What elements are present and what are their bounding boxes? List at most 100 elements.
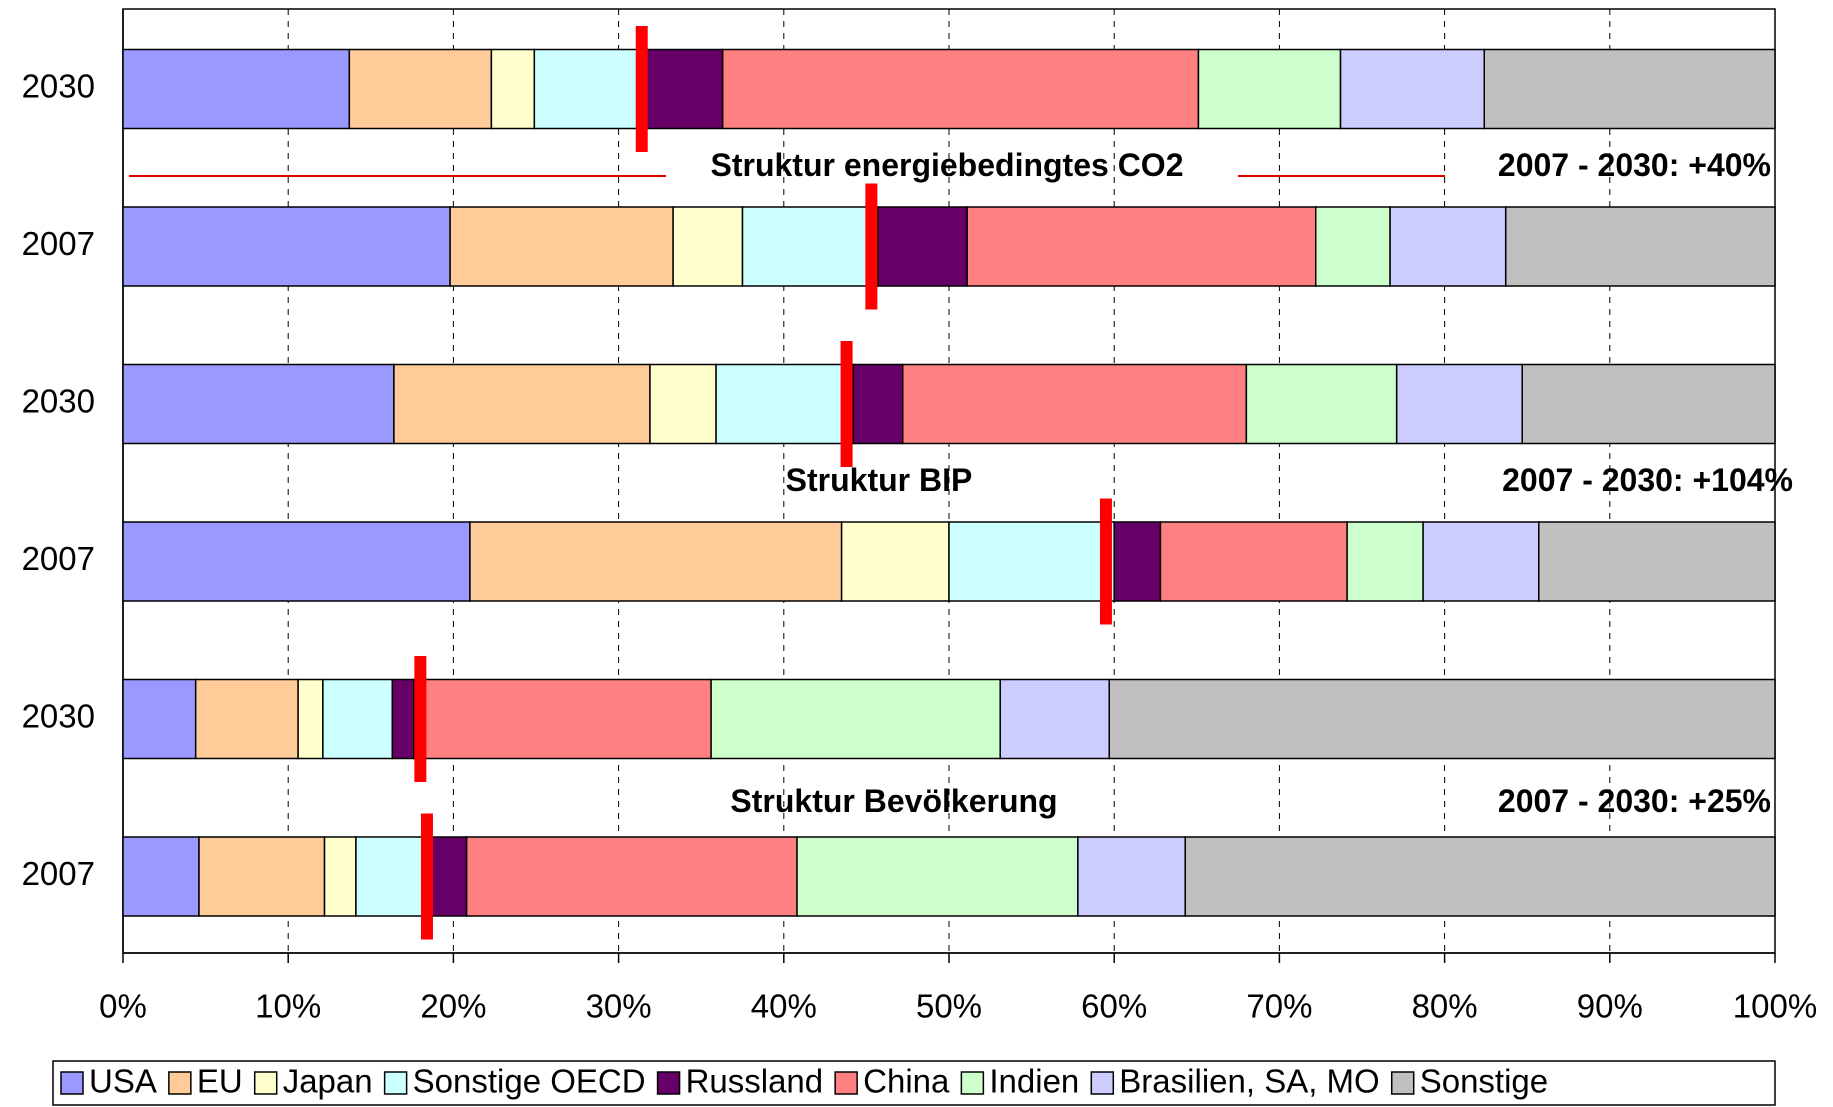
bar-segment	[122, 363, 395, 445]
bar-segment	[1483, 48, 1776, 130]
section-title: Struktur energiebedingtes CO2	[711, 147, 1184, 183]
bar-segment	[1184, 836, 1776, 917]
bar-segment	[1389, 206, 1507, 287]
bar-segment	[715, 363, 854, 445]
legend-label: Japan	[283, 1063, 373, 1100]
y-tick-label: 2007	[22, 225, 95, 262]
bar-segment	[122, 678, 197, 760]
bar-segment	[355, 836, 433, 917]
marker	[414, 656, 427, 782]
bar-segment	[948, 521, 1115, 602]
legend-swatch	[1090, 1071, 1115, 1095]
bar-segment	[796, 836, 1079, 917]
growth-label: 2007 - 2030: +25%	[1498, 783, 1771, 819]
legend-label: Indien	[989, 1063, 1079, 1100]
x-tick-label: 100%	[1733, 988, 1817, 1025]
bar-segment	[710, 678, 1001, 760]
bar-segment	[122, 48, 351, 130]
bar-segment	[966, 206, 1317, 287]
bar-segment	[198, 836, 326, 917]
x-tick-label: 50%	[916, 988, 982, 1025]
bar-segment	[1314, 206, 1391, 287]
bar-segment	[1077, 836, 1186, 917]
bar-segment	[672, 206, 744, 287]
legend-swatch	[383, 1071, 408, 1095]
y-tick-label: 2007	[22, 855, 95, 892]
bar-segment	[122, 521, 471, 602]
bar-segment	[1346, 521, 1424, 602]
section-title: Struktur BIP	[786, 462, 973, 498]
bar-segment	[413, 678, 712, 760]
bar-segment	[194, 678, 299, 760]
marker	[635, 26, 648, 152]
bar-segment	[1538, 521, 1776, 602]
bar-segment	[122, 836, 200, 917]
legend-label: Russland	[686, 1063, 824, 1100]
bar-segment	[348, 48, 493, 130]
legend-label: Sonstige	[1420, 1063, 1548, 1100]
bar-segment	[1521, 363, 1776, 445]
bar-segment	[999, 678, 1110, 760]
bar-segment	[644, 48, 724, 130]
bar-segment	[1245, 363, 1398, 445]
growth-label: 2007 - 2030: +104%	[1502, 462, 1793, 498]
x-tick-label: 0%	[99, 988, 147, 1025]
x-tick-label: 30%	[586, 988, 652, 1025]
marker	[1099, 498, 1112, 625]
bar-segment	[741, 206, 879, 287]
y-tick-label: 2007	[22, 540, 95, 577]
bar-segment	[1395, 363, 1523, 445]
marker	[420, 813, 433, 940]
y-tick-label: 2030	[22, 698, 95, 735]
legend-swatch	[656, 1071, 681, 1095]
bar-segment	[431, 836, 468, 917]
x-tick-label: 40%	[751, 988, 817, 1025]
legend-swatch	[60, 1071, 84, 1095]
bar-segment	[1422, 521, 1540, 602]
y-tick-label: 2030	[22, 68, 95, 105]
legend-label: Sonstige OECD	[413, 1063, 646, 1100]
bar-segment	[649, 363, 717, 445]
legend-swatch	[1390, 1071, 1415, 1095]
bar-segment	[297, 678, 324, 760]
bar-segment	[469, 521, 843, 602]
section-title: Struktur Bevölkerung	[730, 783, 1057, 819]
bar-segment	[490, 48, 536, 130]
bar-segment	[1159, 521, 1348, 602]
bar-segment	[721, 48, 1200, 130]
legend-swatch	[168, 1071, 192, 1095]
bar-segment	[1197, 48, 1342, 130]
legend-swatch	[960, 1071, 985, 1095]
legend: USA EU Japan Sonstige OECD Russland China Indi…	[52, 1060, 1776, 1106]
x-tick-label: 20%	[420, 988, 486, 1025]
bar-segment	[877, 206, 968, 287]
bar-segment	[840, 521, 950, 602]
y-tick-label: 2030	[22, 383, 95, 420]
bar-segment	[323, 836, 357, 917]
bar-segment	[533, 48, 646, 130]
bar-segment	[465, 836, 798, 917]
legend-label: Brasilien, SA, MO	[1119, 1063, 1379, 1100]
legend-swatch	[253, 1071, 278, 1095]
bar-segment	[1113, 521, 1162, 602]
bar-segment	[852, 363, 904, 445]
legend-swatch	[834, 1071, 858, 1095]
growth-label: 2007 - 2030: +40%	[1498, 147, 1771, 183]
bar-segment	[1339, 48, 1485, 130]
bar-segment	[391, 678, 415, 760]
marker	[865, 183, 878, 310]
legend-label: China	[863, 1063, 950, 1100]
bar-segment	[449, 206, 674, 287]
bar-segment	[1108, 678, 1776, 760]
marker	[840, 341, 853, 467]
x-tick-label: 60%	[1081, 988, 1147, 1025]
legend-label: USA	[89, 1063, 157, 1100]
bar-segment	[393, 363, 651, 445]
x-tick-label: 70%	[1246, 988, 1312, 1025]
bar-segment	[901, 363, 1248, 445]
x-tick-label: 90%	[1577, 988, 1643, 1025]
legend-label: EU	[197, 1063, 243, 1100]
x-tick-label: 80%	[1412, 988, 1478, 1025]
bar-segment	[322, 678, 394, 760]
